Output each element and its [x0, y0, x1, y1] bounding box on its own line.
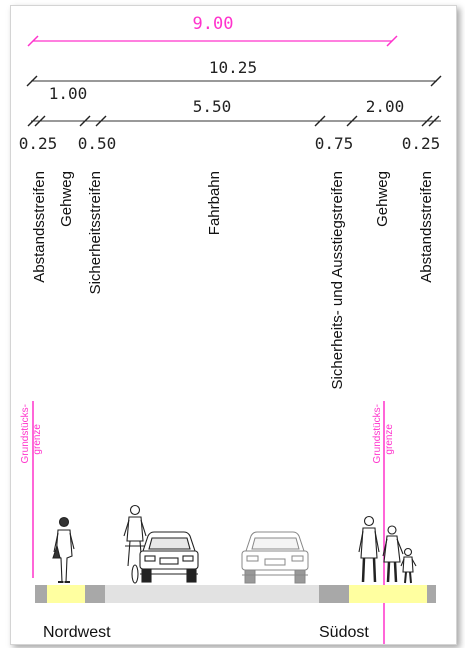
- property-line-label-right-2: grenze: [384, 424, 395, 455]
- direction-label-east: Südost: [319, 624, 369, 641]
- zone-label-sicherheitsstreifen: Sicherheitsstreifen: [87, 171, 104, 294]
- dimension-label-0-25-right: 0.25: [402, 134, 441, 153]
- dimension-label-1-00: 1.00: [49, 84, 88, 103]
- dimension-label-0-75: 0.75: [315, 134, 354, 153]
- dimension-label-0-50: 0.50: [78, 134, 117, 153]
- dimension-label-9-00: 9.00: [193, 14, 234, 34]
- cross-section-diagram: 9.00 10.25 1.00 5.50 2.00 0.25 0.50 0.75…: [10, 5, 457, 645]
- dimension-pink: 9.00: [27, 14, 398, 47]
- property-line-label-right-1: Grundstücks-: [372, 404, 383, 463]
- pedestrian-right-woman-icon: [382, 525, 404, 583]
- ground-section: [35, 585, 436, 603]
- property-line-left: Grundstücks- grenze: [20, 401, 43, 578]
- property-line-right: Grundstücks- grenze: [372, 401, 395, 644]
- pedestrian-right-man-icon: [358, 515, 380, 583]
- dimension-label-5-50: 5.50: [193, 97, 232, 116]
- dimension-segments: 1.00 5.50 2.00 0.25 0.50 0.75 0.25: [19, 84, 441, 153]
- property-line-label-left-2: grenze: [32, 424, 43, 455]
- zone-label-abstandsstreifen-right: Abstandsstreifen: [418, 171, 435, 283]
- pedestrian-left-icon: [52, 516, 75, 583]
- ground-strip-abstand-left: [35, 585, 47, 603]
- ground-strip-sicherheit-right: [319, 585, 349, 603]
- ground-strip-sicherheit-left: [85, 585, 105, 603]
- dimension-total: 10.25: [26, 58, 442, 87]
- zone-label-gehweg-right: Gehweg: [374, 171, 391, 227]
- zone-labels: Abstandsstreifen Gehweg Sicherheitsstrei…: [31, 171, 435, 389]
- ground-strip-fahrbahn: [105, 585, 319, 603]
- dimension-label-10-25: 10.25: [209, 58, 257, 77]
- zone-label-fahrbahn: Fahrbahn: [206, 171, 223, 235]
- direction-label-west: Nordwest: [43, 624, 111, 641]
- ground-strip-abstand-right: [427, 585, 436, 603]
- zone-label-sicherheits-ausstiegstreifen: Sicherheits- und Ausstiegstreifen: [329, 171, 346, 389]
- zone-label-gehweg-left: Gehweg: [58, 171, 75, 227]
- ground-strip-gehweg-right: [349, 585, 427, 603]
- car-left-icon: [139, 531, 199, 583]
- ground-strip-gehweg-left: [47, 585, 85, 603]
- dimension-label-2-00: 2.00: [366, 97, 405, 116]
- car-right-icon: [241, 531, 309, 584]
- pedestrian-right-child-icon: [400, 547, 417, 584]
- cyclist-icon: [123, 504, 147, 584]
- dimension-label-0-25-left: 0.25: [19, 134, 58, 153]
- property-line-label-left-1: Grundstücks-: [20, 404, 31, 463]
- zone-label-abstandsstreifen-left: Abstandsstreifen: [31, 171, 48, 283]
- diagram-canvas: 9.00 10.25 1.00 5.50 2.00 0.25 0.50 0.75…: [19, 14, 442, 644]
